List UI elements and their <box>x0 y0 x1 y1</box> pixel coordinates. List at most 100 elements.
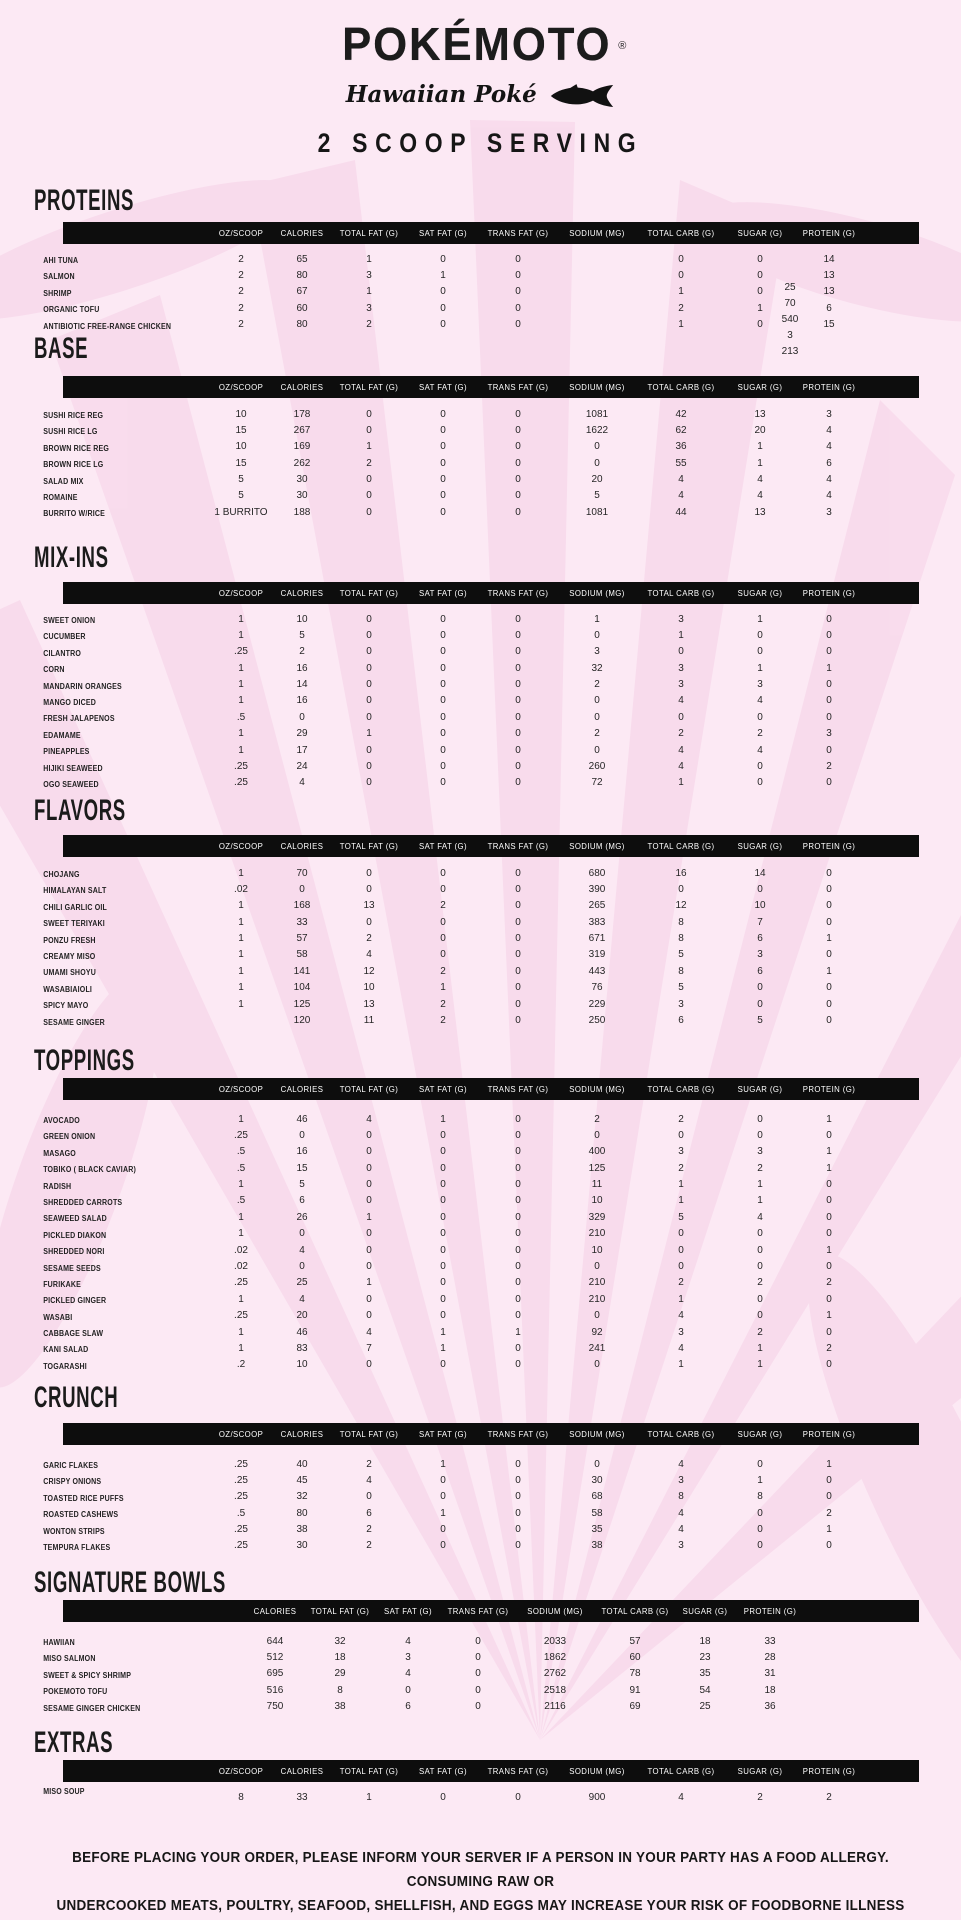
cell: 1081 <box>585 408 609 420</box>
cell: 1 <box>757 1195 763 1207</box>
tagline-line: Hawaiian Poké <box>0 82 961 111</box>
table-rows: AVOCADO 1 46 4 1 0 2 2 0 1 GREEN ONION .25 0 0 0 0 0 0 0 0 M… <box>30 1110 931 1372</box>
row-label-text: ORGANIC TOFU <box>43 305 100 315</box>
cell: 2 <box>366 933 372 945</box>
cell: 0 <box>826 1179 832 1191</box>
cell: 8 <box>678 965 684 977</box>
cell: 0 <box>299 883 305 895</box>
cell: 6 <box>826 457 832 469</box>
cell: 1081 <box>585 506 609 518</box>
cell: 241 <box>588 1342 606 1354</box>
cell: 26 <box>296 1211 308 1223</box>
row-label: TOGARASHI <box>30 1356 210 1374</box>
nutrition-table: OZ/SCOOP CALORIES TOTAL FAT (G) SAT FAT (G)… <box>30 222 931 357</box>
row-label: CREAMY MISO <box>30 946 210 964</box>
row-label: WASABIAIOLI <box>30 979 210 997</box>
cell: 0 <box>366 1244 372 1256</box>
cell: 0 <box>440 777 446 789</box>
cell: 58 <box>591 1507 603 1519</box>
table-row: CHILI GARLIC OIL 1 168 13 2 0 265 12 10 0 <box>30 897 931 913</box>
cell: 18 <box>764 1684 776 1696</box>
cell: 0 <box>440 761 446 773</box>
cell: 0 <box>440 1474 446 1486</box>
cell: 44 <box>675 506 687 518</box>
row-label: HIMALAYAN SALT <box>30 880 210 898</box>
cell: .5 <box>236 1146 246 1158</box>
cell: 0 <box>594 1129 600 1141</box>
cell: 0 <box>757 286 763 298</box>
row-label: BURRITO W/RICE <box>30 503 210 521</box>
cell: 4 <box>366 949 372 961</box>
column-header: SAT FAT (G) <box>383 1606 432 1616</box>
cell: 0 <box>475 1684 481 1696</box>
column-header: PROTEIN (G) <box>802 1429 856 1439</box>
cell: 0 <box>440 1129 446 1141</box>
row-label: PONZU FRESH <box>30 930 210 948</box>
cell: 10 <box>363 982 375 994</box>
column-header: TRANS FAT (G) <box>487 1084 549 1094</box>
table-row: ROASTED CASHEWS .5 80 6 1 0 58 4 0 2 <box>30 1504 931 1520</box>
cell: 0 <box>757 777 763 789</box>
cell: 3 <box>678 679 684 691</box>
table-rows: MISO SOUP 8 33 1 0 0 900 4 2 2 <box>30 1787 931 1804</box>
logo: POKÉMOTO ® Hawaiian Poké <box>0 20 961 111</box>
cell: 1 <box>440 982 446 994</box>
row-label-text: OGO SEAWEED <box>43 779 99 789</box>
cell: 0 <box>515 1162 521 1174</box>
cell: 265 <box>588 900 606 912</box>
row-label-text: MASAGO <box>43 1148 76 1158</box>
cell: 0 <box>757 761 763 773</box>
cell: 0 <box>440 662 446 674</box>
column-header: SUGAR (G) <box>737 1429 783 1439</box>
section-title: FLAVORS <box>34 794 126 827</box>
cell: 4 <box>299 1244 305 1256</box>
table-row: KANI SALAD 1 83 7 1 0 241 4 1 2 <box>30 1339 931 1355</box>
cell: 1 <box>440 1458 446 1470</box>
cell: 0 <box>515 424 521 436</box>
cell: 0 <box>366 1359 372 1371</box>
page-title: 2 SCOOP SERVING <box>317 128 644 158</box>
cell: 3 <box>678 1540 684 1552</box>
row-label: SUSHI RICE LG <box>30 421 210 439</box>
row-label: BROWN RICE REG <box>30 438 210 456</box>
cell: 0 <box>757 1507 763 1519</box>
row-label: MISO SOUP <box>30 1781 210 1799</box>
row-label-text: PICKLED GINGER <box>43 1296 107 1306</box>
cell: 0 <box>440 1791 446 1803</box>
row-label-text: GREEN ONION <box>43 1132 96 1142</box>
row-label: SEAWEED SALAD <box>30 1208 210 1226</box>
table-header: OZ/SCOOP CALORIES TOTAL FAT (G) SAT FAT (G)… <box>30 1078 931 1100</box>
table-row: PICKLED GINGER 1 4 0 0 0 210 1 0 0 <box>30 1290 931 1306</box>
cell: 0 <box>440 424 446 436</box>
allergy-notice: BEFORE PLACING YOUR ORDER, PLEASE INFORM… <box>0 1846 961 1918</box>
cell: 14 <box>296 679 308 691</box>
cell: 6 <box>678 1015 684 1027</box>
column-header: SAT FAT (G) <box>418 1429 467 1439</box>
cell: 38 <box>296 1524 308 1536</box>
row-label-text: SWEET TERIYAKI <box>43 919 105 929</box>
cell: 0 <box>366 613 372 625</box>
row-label: CILANTRO <box>30 643 210 661</box>
cell: 0 <box>757 711 763 723</box>
cell: 0 <box>475 1635 481 1647</box>
brand-line: POKÉMOTO ® <box>0 20 961 80</box>
cell: 4 <box>366 1474 372 1486</box>
cell: 12 <box>675 900 687 912</box>
cell: 76 <box>591 982 603 994</box>
cell: 0 <box>757 1524 763 1536</box>
cell: 13 <box>363 900 375 912</box>
row-label: SHREDDED CARROTS <box>30 1192 210 1210</box>
column-header: SODIUM (MG) <box>569 588 625 598</box>
cell: 13 <box>823 269 835 281</box>
section-base: BASE OZ/SCOOP CALORIES TOTAL FAT (G) SAT FAT… <box>0 334 961 520</box>
brand-wordmark: POKÉMOTO <box>341 18 612 70</box>
cell: 1 <box>366 1791 372 1803</box>
cell: 5 <box>238 490 244 502</box>
cell: 0 <box>515 1458 521 1470</box>
cell: 13 <box>754 408 766 420</box>
column-header: SAT FAT (G) <box>418 1766 467 1776</box>
cell: 0 <box>515 319 521 331</box>
row-label: UMAMI SHOYU <box>30 962 210 980</box>
cell: 1 <box>238 867 244 879</box>
